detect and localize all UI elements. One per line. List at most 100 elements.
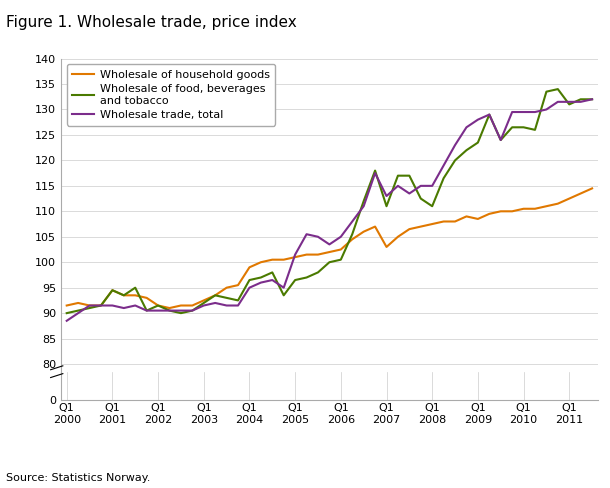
Text: Source: Statistics Norway.: Source: Statistics Norway. <box>6 473 151 483</box>
Wholesale of food, beverages
and tobacco <box>509 124 516 130</box>
Wholesale of food, beverages
and tobacco <box>577 96 584 102</box>
Wholesale of food, beverages
and tobacco <box>212 292 219 298</box>
Wholesale of food, beverages
and tobacco <box>383 203 390 209</box>
Wholesale trade, total <box>246 285 253 291</box>
Wholesale trade, total <box>360 203 367 209</box>
Wholesale of food, beverages
and tobacco <box>440 175 447 181</box>
Wholesale trade, total <box>143 307 150 313</box>
Wholesale of household goods <box>429 221 436 227</box>
Wholesale of food, beverages
and tobacco <box>292 277 299 283</box>
Wholesale trade, total <box>417 183 425 189</box>
Wholesale of household goods <box>314 252 321 258</box>
Wholesale of food, beverages
and tobacco <box>337 257 345 263</box>
Wholesale of household goods <box>486 211 493 217</box>
Wholesale of household goods <box>371 224 379 229</box>
Wholesale of food, beverages
and tobacco <box>326 259 333 265</box>
Wholesale of food, beverages
and tobacco <box>303 275 310 281</box>
Wholesale trade, total <box>178 307 185 313</box>
Wholesale trade, total <box>223 303 230 308</box>
Wholesale trade, total <box>303 231 310 237</box>
Wholesale of household goods <box>394 234 401 240</box>
Wholesale of food, beverages
and tobacco <box>120 292 127 298</box>
Wholesale trade, total <box>486 112 493 118</box>
Wholesale of household goods <box>257 259 265 265</box>
Wholesale trade, total <box>348 219 356 224</box>
Wholesale of food, beverages
and tobacco <box>98 303 105 308</box>
Wholesale of household goods <box>292 254 299 260</box>
Wholesale of food, beverages
and tobacco <box>188 307 196 313</box>
Wholesale trade, total <box>451 142 459 148</box>
Wholesale of household goods <box>520 206 527 212</box>
Wholesale of household goods <box>223 285 230 291</box>
Wholesale of household goods <box>497 208 504 214</box>
Wholesale trade, total <box>337 234 345 240</box>
Wholesale of food, beverages
and tobacco <box>497 137 504 143</box>
Wholesale of household goods <box>474 216 481 222</box>
Wholesale of household goods <box>417 224 425 229</box>
Wholesale of household goods <box>554 201 561 206</box>
Wholesale of household goods <box>63 303 70 308</box>
Wholesale of household goods <box>212 292 219 298</box>
Wholesale of food, beverages
and tobacco <box>132 285 139 291</box>
Wholesale trade, total <box>98 303 105 308</box>
Wholesale trade, total <box>212 300 219 306</box>
Wholesale of food, beverages
and tobacco <box>531 127 539 133</box>
Wholesale trade, total <box>543 106 550 112</box>
Wholesale of household goods <box>154 303 162 308</box>
Wholesale of household goods <box>348 236 356 242</box>
Wholesale of food, beverages
and tobacco <box>451 158 459 163</box>
Wholesale of household goods <box>337 246 345 252</box>
Wholesale of food, beverages
and tobacco <box>154 303 162 308</box>
Wholesale of household goods <box>451 219 459 224</box>
Wholesale trade, total <box>166 307 173 313</box>
Wholesale of household goods <box>86 303 93 308</box>
Wholesale of household goods <box>166 305 173 311</box>
Wholesale of household goods <box>200 298 207 304</box>
Wholesale trade, total <box>109 303 116 308</box>
Wholesale of household goods <box>98 303 105 308</box>
Wholesale of household goods <box>406 226 413 232</box>
Wholesale of food, beverages
and tobacco <box>63 310 70 316</box>
Wholesale of food, beverages
and tobacco <box>166 307 173 313</box>
Wholesale trade, total <box>120 305 127 311</box>
Wholesale of household goods <box>440 219 447 224</box>
Wholesale of household goods <box>303 252 310 258</box>
Text: Figure 1. Wholesale trade, price index: Figure 1. Wholesale trade, price index <box>6 15 297 30</box>
Wholesale of food, beverages
and tobacco <box>520 124 527 130</box>
Wholesale trade, total <box>577 99 584 105</box>
Wholesale trade, total <box>383 193 390 199</box>
Wholesale trade, total <box>394 183 401 189</box>
Wholesale trade, total <box>474 117 481 122</box>
Wholesale trade, total <box>314 234 321 240</box>
Wholesale trade, total <box>74 310 82 316</box>
Wholesale of household goods <box>280 257 287 263</box>
Wholesale of food, beverages
and tobacco <box>143 307 150 313</box>
Wholesale trade, total <box>440 163 447 168</box>
Wholesale of household goods <box>109 287 116 293</box>
Line: Wholesale trade, total: Wholesale trade, total <box>66 99 592 321</box>
Wholesale trade, total <box>326 242 333 247</box>
Wholesale trade, total <box>497 137 504 143</box>
Wholesale of household goods <box>188 303 196 308</box>
Wholesale trade, total <box>292 252 299 258</box>
Wholesale of food, beverages
and tobacco <box>200 300 207 306</box>
Wholesale trade, total <box>280 285 287 291</box>
Wholesale of household goods <box>463 213 470 219</box>
Wholesale trade, total <box>200 303 207 308</box>
Wholesale of food, beverages
and tobacco <box>589 96 596 102</box>
Wholesale trade, total <box>463 124 470 130</box>
Wholesale trade, total <box>268 277 276 283</box>
Wholesale trade, total <box>257 280 265 285</box>
Wholesale of household goods <box>360 229 367 235</box>
Wholesale of household goods <box>383 244 390 250</box>
Wholesale of food, beverages
and tobacco <box>348 231 356 237</box>
Wholesale trade, total <box>132 303 139 308</box>
Wholesale of household goods <box>577 190 584 196</box>
Wholesale of food, beverages
and tobacco <box>417 196 425 202</box>
Wholesale of food, beverages
and tobacco <box>371 168 379 174</box>
Wholesale trade, total <box>520 109 527 115</box>
Wholesale of food, beverages
and tobacco <box>74 307 82 313</box>
Wholesale trade, total <box>429 183 436 189</box>
Wholesale of food, beverages
and tobacco <box>109 287 116 293</box>
Line: Wholesale of household goods: Wholesale of household goods <box>66 188 592 308</box>
